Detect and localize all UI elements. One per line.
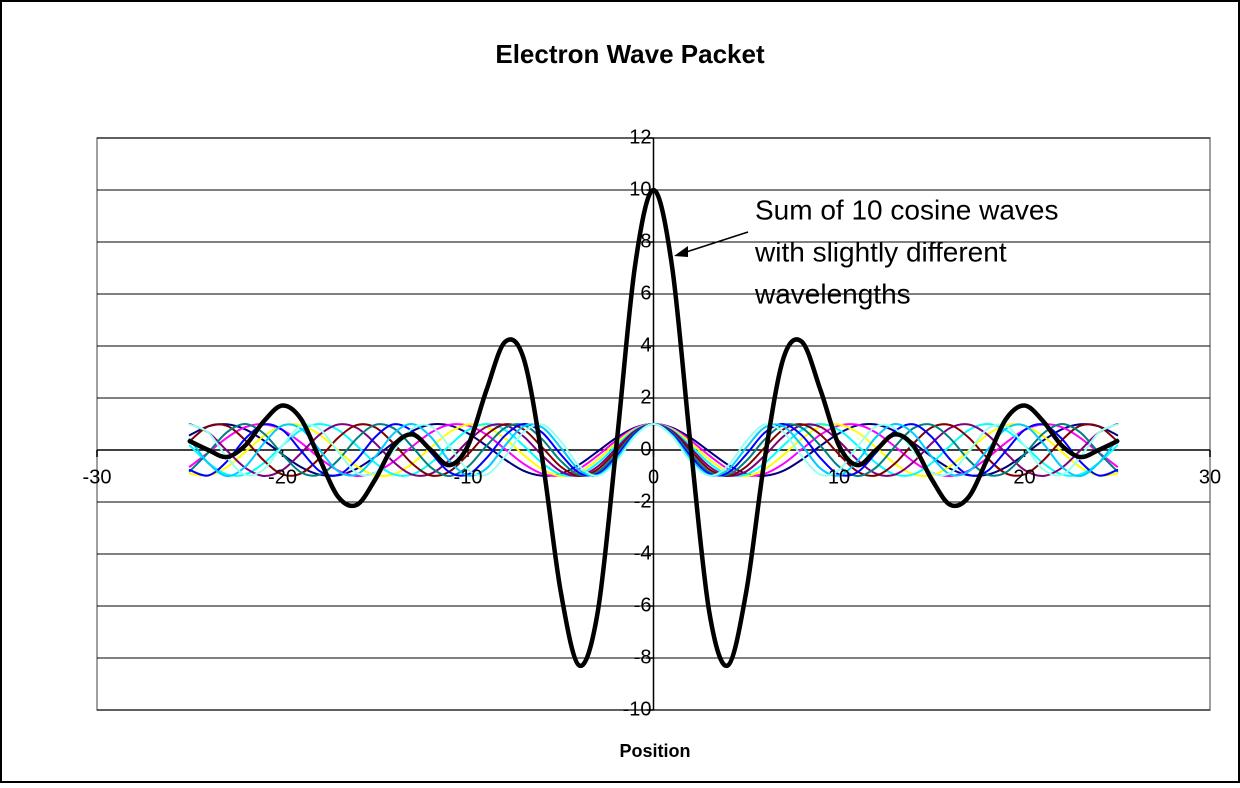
y-tick-label: -6: [634, 594, 652, 616]
x-tick-label: 20: [1013, 466, 1035, 488]
y-tick-label: -10: [623, 698, 652, 720]
y-tick-label: 12: [629, 126, 651, 148]
y-tick-label: 6: [640, 282, 651, 304]
y-tick-label: 8: [640, 230, 651, 252]
chart-title: Electron Wave Packet: [495, 39, 765, 69]
annotation-text: with slightly different: [754, 236, 1007, 267]
y-tick-label: 10: [629, 178, 651, 200]
y-tick-label: -8: [634, 646, 652, 668]
annotation-text: Sum of 10 cosine waves: [755, 194, 1059, 225]
y-tick-label: 0: [640, 438, 651, 460]
x-tick-label: 10: [828, 466, 850, 488]
x-axis-title: Position: [620, 741, 691, 761]
y-tick-label: -2: [634, 490, 652, 512]
y-tick-label: 4: [640, 334, 651, 356]
y-tick-label: 2: [640, 386, 651, 408]
y-tick-label: -4: [634, 542, 652, 564]
x-tick-label: -10: [454, 466, 483, 488]
annotation-arrow: [679, 231, 749, 255]
x-tick-label: 30: [1199, 466, 1221, 488]
annotation: Sum of 10 cosine waves with slightly diff…: [674, 194, 1059, 309]
x-tick-label: 0: [648, 466, 659, 488]
series-line: [188, 423, 1119, 477]
annotation-text: wavelengths: [754, 278, 911, 309]
x-tick-label: -20: [268, 466, 297, 488]
x-tick-label: -30: [83, 466, 112, 488]
series-line: [187, 187, 1120, 668]
plot-area: [96, 137, 1211, 711]
annotation-arrowhead: [674, 246, 688, 257]
